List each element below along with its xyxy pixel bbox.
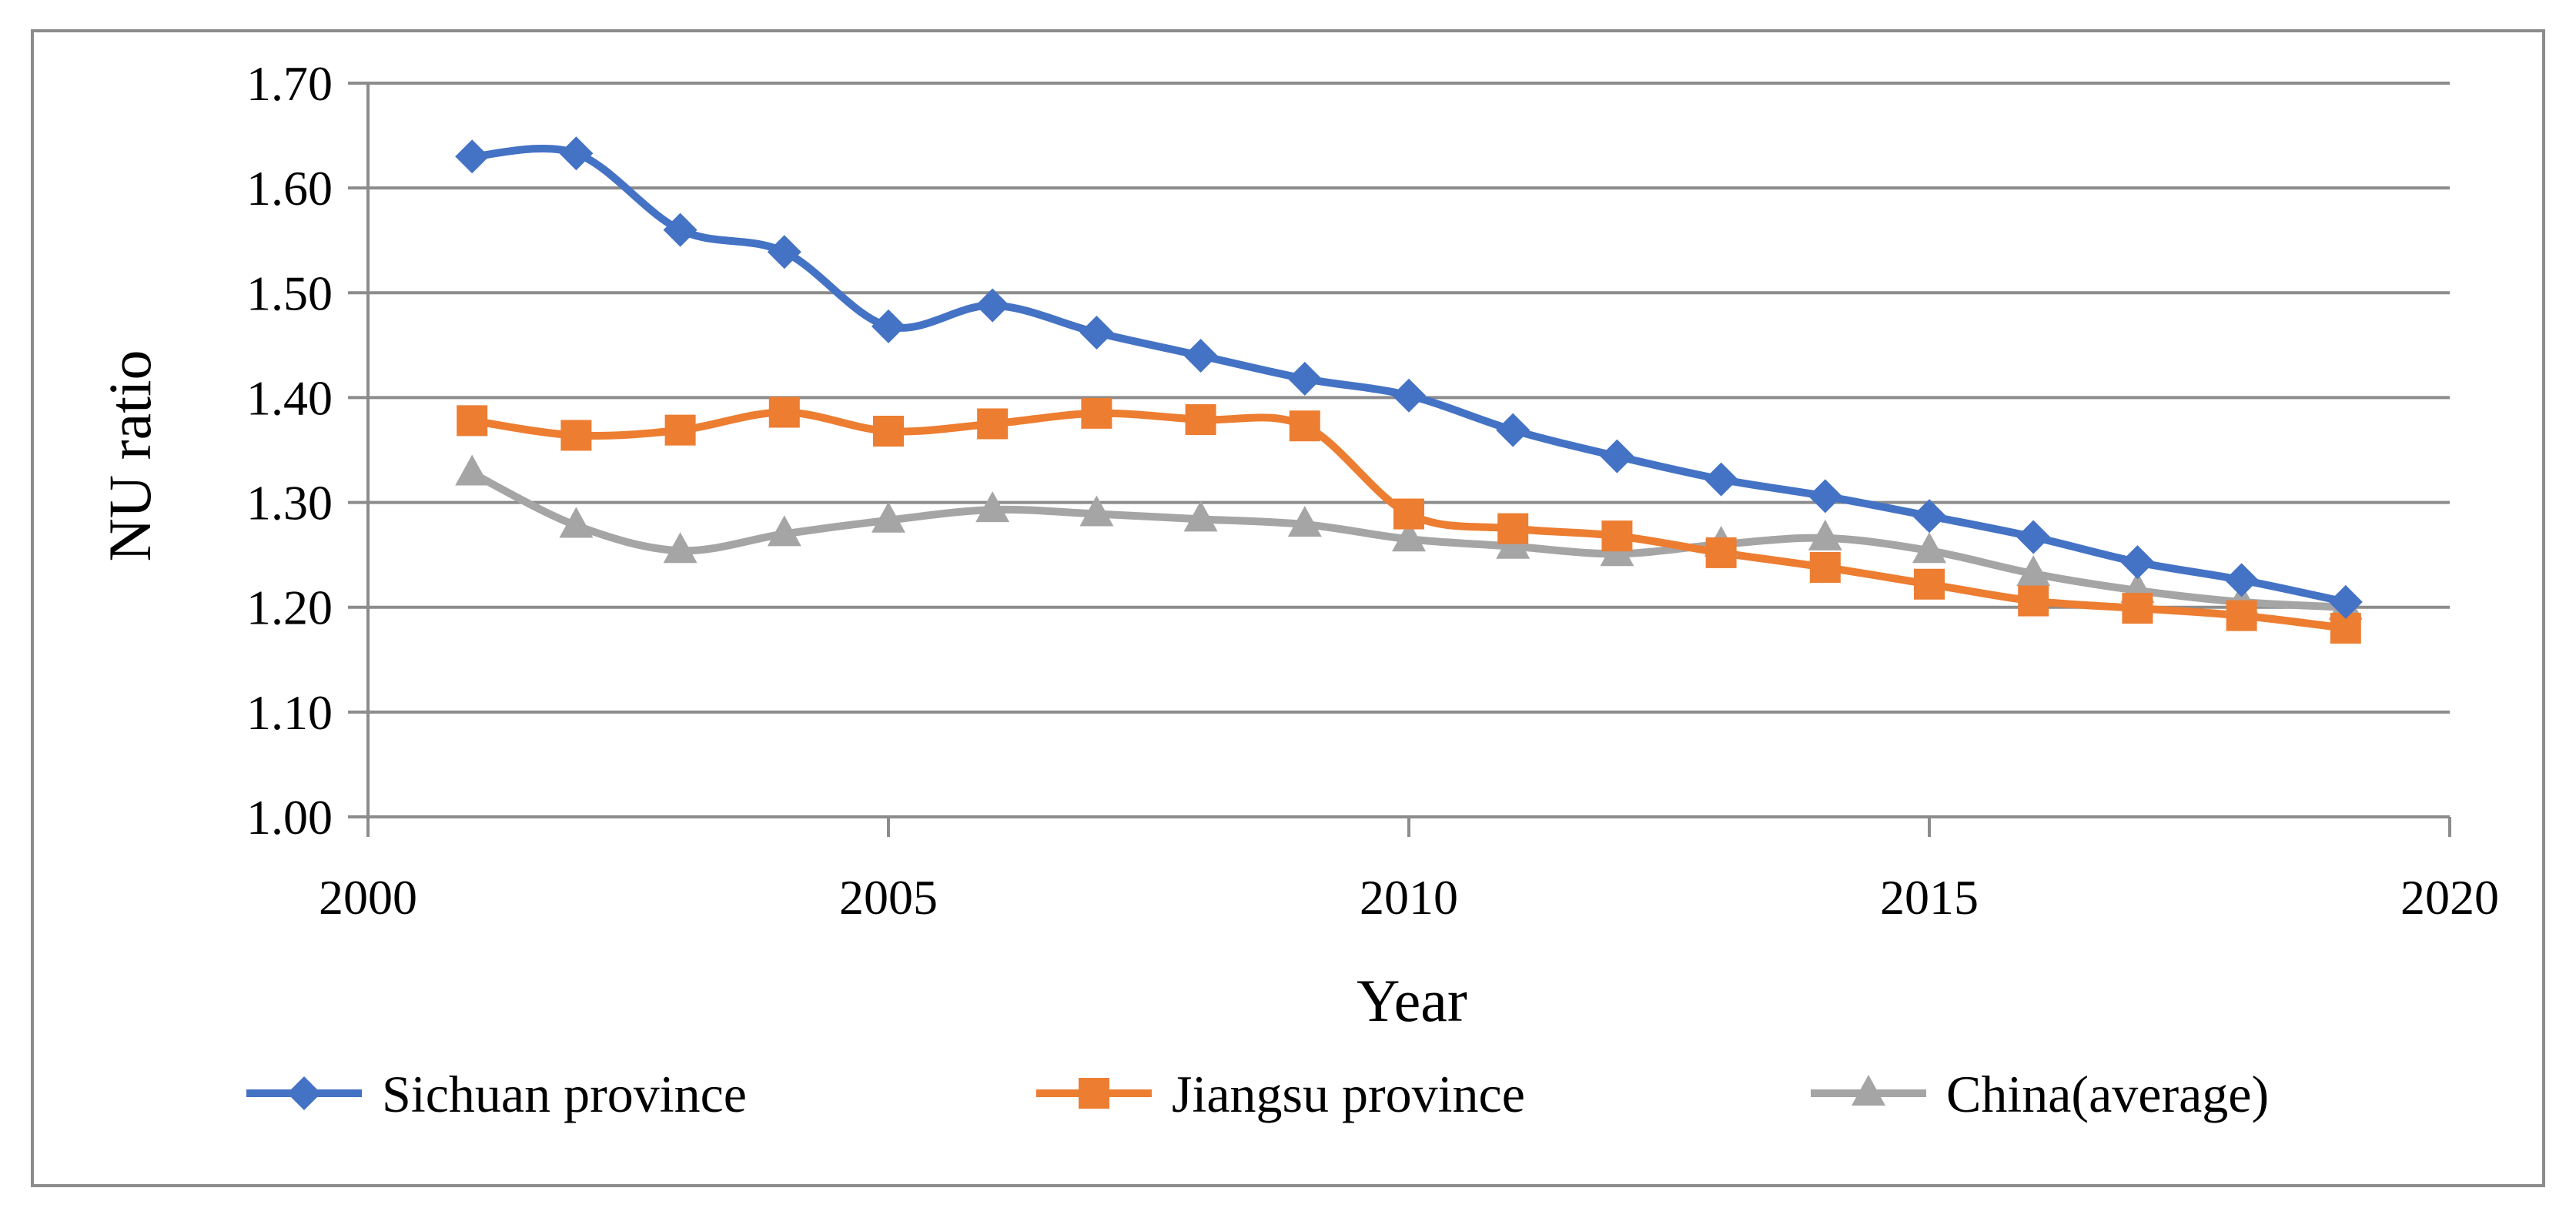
y-tick-label: 1.20 [246, 581, 333, 635]
data-point-jiangsu-province [1809, 551, 1841, 583]
data-point-sichuan-province [455, 139, 490, 174]
series-markers [455, 136, 2363, 644]
data-point-china-average [1183, 500, 1218, 532]
data-point-jiangsu-province [1497, 513, 1529, 544]
data-point-sichuan-province [1808, 479, 1842, 514]
data-point-jiangsu-province [457, 405, 488, 437]
data-point-sichuan-province [1287, 361, 1322, 396]
data-point-jiangsu-province [977, 408, 1009, 440]
legend-marker-jiangsu-province [1079, 1078, 1109, 1109]
data-point-china-average [455, 454, 490, 486]
data-point-china-average [559, 507, 594, 538]
x-tick-label: 2010 [1360, 870, 1458, 925]
x-tick-label: 2005 [839, 870, 938, 925]
data-point-jiangsu-province [1914, 568, 1945, 600]
data-point-sichuan-province [871, 309, 905, 343]
data-point-jiangsu-province [873, 415, 904, 447]
data-point-china-average [871, 501, 905, 533]
data-point-china-average [1287, 506, 1322, 537]
data-point-jiangsu-province [2226, 600, 2257, 631]
data-point-sichuan-province [1079, 316, 1114, 350]
x-tick-label: 2000 [319, 870, 417, 925]
legend-label-china-average: China(average) [1946, 1065, 2269, 1123]
legend-marker-sichuan-province [287, 1076, 321, 1110]
x-tick-label: 2020 [2400, 870, 2499, 925]
data-point-china-average [2016, 555, 2051, 587]
data-point-china-average [1392, 520, 1426, 552]
data-point-sichuan-province [1912, 499, 1946, 534]
data-point-jiangsu-province [1185, 404, 1216, 436]
data-point-jiangsu-province [2018, 585, 2049, 617]
legend: Sichuan province Jiangsu province China(av… [246, 1065, 2269, 1123]
data-point-sichuan-province [2016, 520, 2051, 554]
data-point-jiangsu-province [560, 420, 592, 451]
y-tick-label: 1.10 [246, 685, 333, 740]
data-point-jiangsu-province [1705, 537, 1737, 568]
x-tick-label: 2015 [1880, 870, 1979, 925]
data-point-jiangsu-province [1081, 397, 1112, 429]
legend-label-jiangsu-province: Jiangsu province [1172, 1065, 1525, 1123]
data-point-sichuan-province [1183, 338, 1218, 373]
x-axis-title: Year [1357, 967, 1467, 1034]
y-tick-label: 1.50 [246, 266, 333, 320]
data-point-jiangsu-province [1289, 410, 1320, 442]
data-point-china-average [1079, 495, 1114, 527]
y-tick-label: 1.30 [246, 476, 333, 530]
data-point-jiangsu-province [664, 414, 696, 446]
data-point-sichuan-province [1600, 439, 1634, 473]
data-point-china-average [663, 532, 698, 564]
data-point-sichuan-province [2224, 563, 2259, 597]
data-point-sichuan-province [2328, 584, 2363, 619]
y-tick-label: 1.60 [246, 161, 333, 216]
data-point-jiangsu-province [1601, 520, 1633, 552]
data-point-china-average [1912, 532, 1946, 564]
y-axis-title: NU ratio [96, 350, 163, 561]
data-point-jiangsu-province [768, 397, 800, 428]
legend-marker-china-average [1852, 1075, 1885, 1106]
legend-label-sichuan-province: Sichuan province [382, 1065, 747, 1123]
y-tick-label: 1.00 [246, 790, 333, 845]
data-point-jiangsu-province [2122, 593, 2153, 624]
data-point-china-average [767, 515, 801, 547]
y-tick-label: 1.70 [246, 56, 333, 111]
data-point-sichuan-province [2120, 545, 2155, 580]
data-point-sichuan-province [663, 212, 698, 247]
data-point-sichuan-province [975, 288, 1010, 323]
data-point-sichuan-province [1496, 413, 1531, 447]
data-point-china-average [975, 491, 1010, 523]
data-point-sichuan-province [1704, 462, 1738, 497]
data-point-sichuan-province [559, 136, 594, 171]
data-point-china-average [1808, 519, 1842, 550]
data-point-sichuan-province [1392, 378, 1426, 413]
data-point-sichuan-province [767, 235, 801, 269]
y-tick-label: 1.40 [246, 370, 333, 425]
data-point-jiangsu-province [1393, 498, 1424, 530]
axes: 1.00 1.10 1.20 1.30 1.40 1.50 1.60 1.70 2000 2005… [246, 56, 2499, 925]
